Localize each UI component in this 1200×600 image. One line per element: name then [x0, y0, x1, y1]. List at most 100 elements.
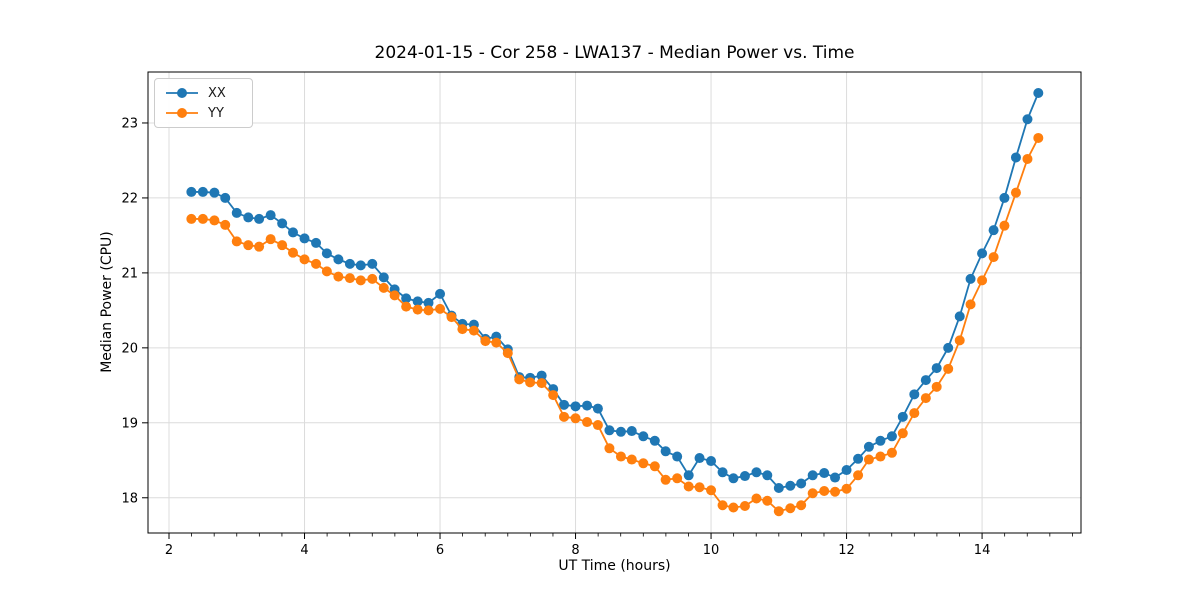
data-point-yy	[796, 500, 807, 511]
data-point-yy	[739, 501, 750, 512]
data-point-yy	[785, 503, 796, 514]
data-point-yy	[254, 241, 265, 252]
data-point-yy	[920, 393, 931, 404]
x-tick-label: 14	[974, 543, 991, 558]
data-point-xx	[626, 426, 637, 437]
data-point-xx	[401, 293, 412, 304]
data-point-yy	[209, 215, 220, 226]
data-point-yy	[265, 234, 276, 245]
x-tick-label: 12	[838, 543, 855, 558]
data-point-xx	[311, 237, 322, 248]
data-point-yy	[626, 454, 637, 465]
data-point-xx	[717, 467, 728, 478]
data-point-xx	[965, 273, 976, 284]
data-point-xx	[582, 400, 593, 411]
legend-key-yy	[166, 108, 198, 118]
data-point-yy	[1033, 132, 1044, 143]
data-point-xx	[807, 470, 818, 481]
data-point-yy	[638, 458, 649, 469]
data-point-yy	[965, 299, 976, 310]
data-point-xx	[751, 467, 762, 478]
data-point-yy	[604, 443, 615, 454]
data-point-xx	[785, 480, 796, 491]
data-point-yy	[367, 273, 378, 284]
data-point-yy	[423, 305, 434, 316]
x-tick-label: 2	[165, 543, 173, 558]
data-point-xx	[536, 370, 547, 381]
chart-title: 2024-01-15 - Cor 258 - LWA137 - Median P…	[374, 43, 855, 63]
data-point-xx	[1022, 114, 1033, 125]
data-point-yy	[1010, 187, 1021, 198]
data-point-xx	[706, 456, 717, 467]
data-point-yy	[355, 275, 366, 286]
data-point-xx	[841, 465, 852, 476]
y-tick-label: 23	[121, 116, 138, 131]
data-point-yy	[751, 493, 762, 504]
data-point-xx	[367, 258, 378, 269]
data-point-xx	[186, 186, 197, 197]
data-point-yy	[435, 303, 446, 314]
data-point-yy	[412, 304, 423, 315]
data-point-xx	[287, 227, 298, 238]
data-point-yy	[672, 473, 683, 484]
data-point-xx	[660, 446, 671, 457]
data-point-xx	[999, 192, 1010, 203]
data-point-xx	[977, 248, 988, 259]
data-point-xx	[773, 483, 784, 494]
data-point-xx	[863, 441, 874, 452]
data-point-yy	[909, 408, 920, 419]
data-point-xx	[378, 272, 389, 283]
x-tick-label: 6	[436, 543, 444, 558]
data-point-xx	[344, 258, 355, 269]
data-point-yy	[694, 482, 705, 493]
data-point-yy	[514, 374, 525, 385]
data-point-xx	[954, 311, 965, 322]
data-point-yy	[378, 282, 389, 293]
data-point-xx	[333, 254, 344, 265]
series-line-xx	[191, 92, 1040, 490]
data-point-yy	[943, 363, 954, 374]
data-point-yy	[728, 502, 739, 513]
data-point-yy	[299, 254, 310, 265]
data-point-xx	[683, 470, 694, 481]
y-axis-label: Median Power (CPU)	[99, 231, 115, 373]
data-point-xx	[931, 363, 942, 374]
axes-frame	[147, 71, 1082, 534]
data-point-xx	[220, 192, 231, 203]
data-point-xx	[886, 431, 897, 442]
data-point-yy	[841, 483, 852, 494]
data-point-yy	[525, 377, 536, 388]
data-point-yy	[468, 325, 479, 336]
data-point-yy	[863, 454, 874, 465]
data-point-yy	[706, 485, 717, 496]
data-point-xx	[355, 260, 366, 271]
data-point-xx	[853, 453, 864, 464]
data-point-yy	[502, 348, 513, 359]
data-point-xx	[604, 425, 615, 436]
x-axis-label: UT Time (hours)	[558, 558, 671, 574]
data-point-xx	[1010, 152, 1021, 163]
y-tick-label: 20	[121, 341, 138, 356]
data-point-yy	[491, 337, 502, 348]
data-point-yy	[615, 451, 626, 462]
data-point-yy	[446, 312, 457, 323]
data-point-xx	[672, 451, 683, 462]
data-point-yy	[243, 240, 254, 251]
data-point-yy	[954, 335, 965, 346]
data-point-yy	[897, 428, 908, 439]
data-point-xx	[592, 403, 603, 414]
data-point-xx	[739, 471, 750, 482]
data-point-yy	[582, 417, 593, 428]
data-point-xx	[694, 453, 705, 464]
x-tick-label: 4	[300, 543, 308, 558]
data-point-xx	[638, 431, 649, 442]
y-tick-label: 18	[121, 491, 138, 506]
data-point-xx	[277, 218, 288, 229]
data-point-yy	[480, 336, 491, 347]
data-point-yy	[999, 220, 1010, 231]
data-point-yy	[649, 461, 660, 472]
data-point-xx	[762, 470, 773, 481]
data-point-yy	[592, 420, 603, 431]
